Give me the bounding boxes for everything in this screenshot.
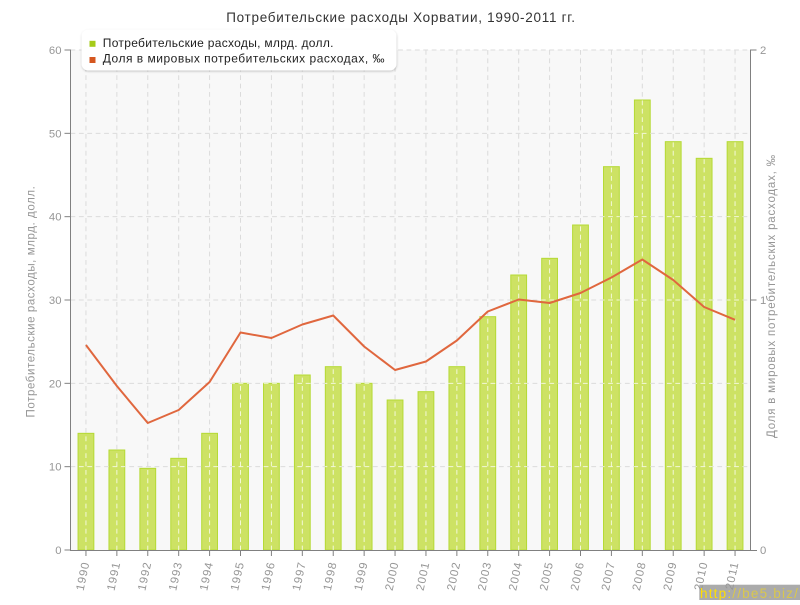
svg-text:1995: 1995 xyxy=(229,561,247,592)
svg-text:2009: 2009 xyxy=(662,561,680,592)
svg-text:60: 60 xyxy=(49,45,62,57)
svg-text:1996: 1996 xyxy=(260,561,278,592)
svg-text:2007: 2007 xyxy=(600,561,618,592)
svg-text:Потребительские расходы, млрд.: Потребительские расходы, млрд. долл. xyxy=(26,186,38,418)
svg-text:50: 50 xyxy=(49,128,62,140)
svg-text:2004: 2004 xyxy=(507,561,525,592)
svg-text:1990: 1990 xyxy=(75,561,93,592)
svg-text:10: 10 xyxy=(49,462,62,474)
svg-text:30: 30 xyxy=(49,295,62,307)
svg-text:0: 0 xyxy=(760,545,766,557)
svg-text:2: 2 xyxy=(760,45,766,57)
svg-text:2010: 2010 xyxy=(693,561,711,592)
svg-text:2005: 2005 xyxy=(538,561,556,592)
svg-text:1998: 1998 xyxy=(322,561,340,592)
svg-text:2008: 2008 xyxy=(631,561,649,592)
svg-text:2011: 2011 xyxy=(724,561,742,591)
svg-text:Потребительские расходы Хорват: Потребительские расходы Хорватии, 1990-2… xyxy=(226,10,576,25)
svg-text:2002: 2002 xyxy=(446,561,464,592)
svg-text:0: 0 xyxy=(55,545,61,557)
svg-text:2006: 2006 xyxy=(569,561,587,592)
svg-text:1: 1 xyxy=(760,295,766,307)
svg-text:1999: 1999 xyxy=(353,561,371,592)
svg-text:40: 40 xyxy=(49,212,62,224)
svg-text:Доля в мировых потребительских: Доля в мировых потребительских расходах,… xyxy=(766,154,778,438)
svg-text:Потребительские расходы, млрд.: Потребительские расходы, млрд. долл. xyxy=(103,36,334,50)
svg-text:2001: 2001 xyxy=(415,561,433,592)
svg-text:1991: 1991 xyxy=(106,561,124,592)
svg-text:1993: 1993 xyxy=(167,561,185,592)
svg-text:Доля в мировых потребительских: Доля в мировых потребительских расходах,… xyxy=(103,52,385,66)
svg-text:1992: 1992 xyxy=(136,561,154,592)
svg-text:2000: 2000 xyxy=(384,561,402,592)
svg-text:http://be5.biz/: http://be5.biz/ xyxy=(700,586,799,600)
svg-text:2003: 2003 xyxy=(476,561,494,592)
svg-text:20: 20 xyxy=(49,378,62,390)
svg-text:1994: 1994 xyxy=(198,561,216,592)
svg-text:1997: 1997 xyxy=(291,561,309,592)
